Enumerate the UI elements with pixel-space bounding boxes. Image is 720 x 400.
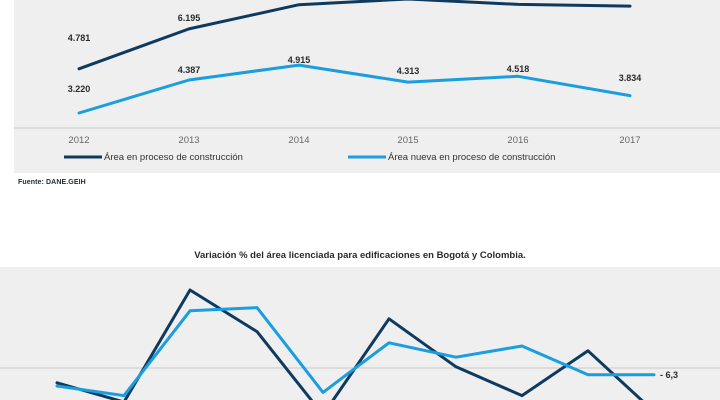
data-label: 4.518 — [507, 64, 530, 74]
data-label: 4.387 — [178, 65, 201, 75]
data-label: 4.313 — [397, 66, 420, 76]
chart2-panel — [0, 267, 720, 400]
data-label: 4.915 — [288, 55, 311, 65]
data-label: 3.220 — [68, 84, 91, 94]
series-line-0 — [55, 288, 644, 400]
source-note: Fuente: DANE.GEIH — [18, 179, 86, 186]
series-line-1 — [77, 63, 632, 115]
legend-label: Área nueva en proceso de construcción — [388, 152, 555, 163]
x-tick-label: 2014 — [288, 135, 309, 146]
x-tick-label: 2012 — [68, 135, 89, 146]
x-tick-label: 2013 — [178, 135, 199, 146]
x-tick-label: 2015 — [397, 135, 418, 146]
data-label: 4.781 — [68, 33, 91, 43]
legend-label: Área en proceso de construcción — [104, 152, 243, 163]
series-line-0 — [77, 0, 632, 71]
data-label: - 6,3 — [660, 370, 678, 380]
x-tick-label: 2017 — [619, 135, 640, 146]
chart1-panel — [14, 0, 720, 173]
chart2-title: Variación % del área licenciada para edi… — [194, 250, 526, 261]
x-tick-label: 2016 — [507, 135, 528, 146]
series-line-1 — [55, 306, 656, 398]
data-label: 6.195 — [178, 13, 201, 23]
data-label: 3.834 — [619, 73, 642, 83]
